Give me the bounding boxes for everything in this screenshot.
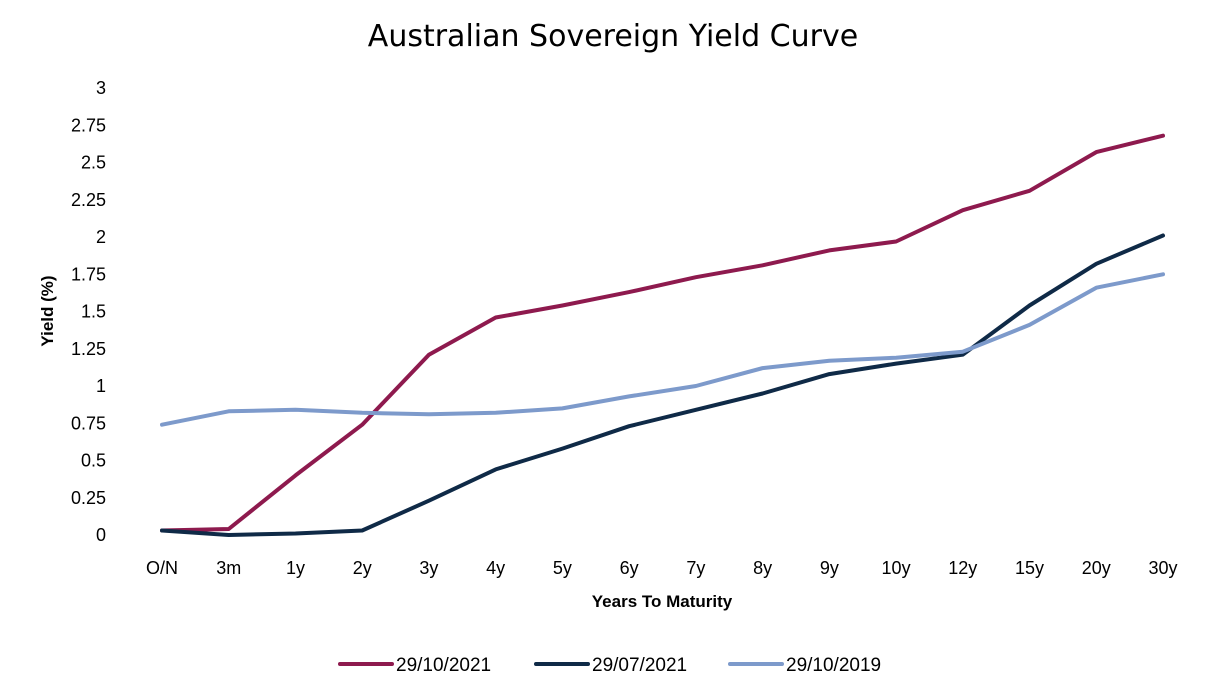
y-tick-label: 1.5	[81, 302, 106, 322]
x-tick-label: 9y	[820, 558, 839, 578]
series-line-2	[160, 233, 1165, 537]
y-tick-label: 3	[96, 78, 106, 98]
x-tick-label: 30y	[1148, 558, 1177, 578]
y-tick-label: 2.75	[71, 115, 106, 135]
legend: 29/10/2021 29/07/2021 29/10/2019	[338, 655, 881, 676]
x-tick-label: 1y	[286, 558, 305, 578]
x-tick-label: O/N	[146, 558, 178, 578]
x-tick-label: 10y	[882, 558, 911, 578]
x-tick-label: 3m	[216, 558, 241, 578]
x-tick-label: 12y	[948, 558, 977, 578]
y-axis-title: Yield (%)	[38, 275, 57, 346]
x-tick-label: 20y	[1082, 558, 1111, 578]
x-tick-label: 15y	[1015, 558, 1044, 578]
legend-label-3: 29/10/2019	[786, 655, 881, 676]
y-tick-label: 2	[96, 227, 106, 247]
legend-label-1: 29/10/2021	[396, 655, 491, 676]
x-tick-label: 3y	[419, 558, 438, 578]
x-tick-label: 2y	[353, 558, 372, 578]
x-tick-label: 4y	[486, 558, 505, 578]
y-tick-label: 0	[96, 525, 106, 545]
y-tick-label: 2.25	[71, 190, 106, 210]
x-axis-title: Years To Maturity	[592, 592, 733, 611]
y-tick-label: 0.25	[71, 488, 106, 508]
y-tick-label: 1.25	[71, 339, 106, 359]
chart-title: Australian Sovereign Yield Curve	[368, 19, 858, 54]
x-tick-label: 8y	[753, 558, 772, 578]
x-tick-label: 7y	[686, 558, 705, 578]
series-line-1	[160, 133, 1165, 533]
y-tick-label: 2.5	[81, 153, 106, 173]
chart-series	[160, 133, 1165, 537]
x-tick-label: 5y	[553, 558, 572, 578]
x-axis-tick-labels: O/N 3m 1y 2y 3y 4y 5y 6y 7y 8y 9y 10y 12y 15y 20y 30y	[146, 558, 1178, 578]
series-line-3	[160, 272, 1165, 427]
y-tick-label: 1	[96, 376, 106, 396]
y-tick-label: 0.5	[81, 451, 106, 471]
y-tick-label: 1.75	[71, 264, 106, 284]
y-axis-tick-labels: 0 0.25 0.5 0.75 1 1.25 1.5 1.75 2 2.25 2.5 2.75 3	[71, 78, 106, 545]
x-tick-label: 6y	[620, 558, 639, 578]
legend-label-2: 29/07/2021	[592, 655, 687, 676]
y-tick-label: 0.75	[71, 413, 106, 433]
